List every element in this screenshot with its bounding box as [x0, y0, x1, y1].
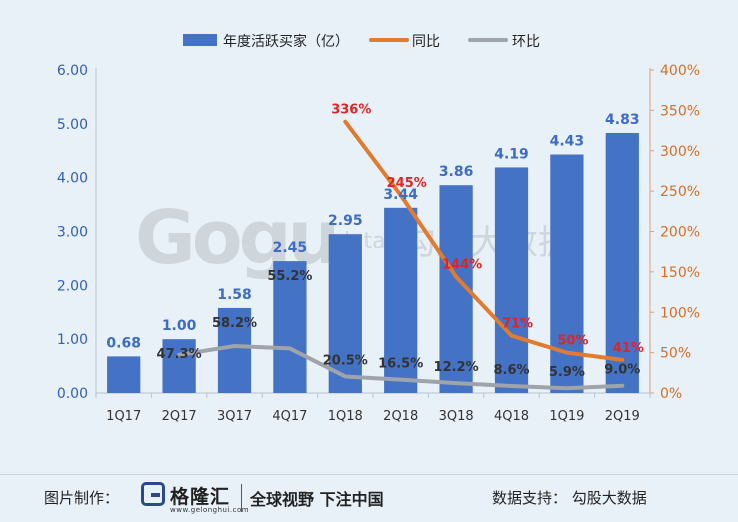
x-tick-label: 1Q18 [328, 409, 363, 424]
y-tick-right: 300% [660, 144, 700, 160]
y-tick-left: 6.00 [57, 63, 88, 79]
y-tick-right: 350% [660, 103, 700, 119]
legend-swatch-bar [183, 34, 217, 46]
x-tick-label: 2Q18 [383, 409, 418, 424]
qoq-value-label: 8.6% [493, 363, 529, 378]
yoy-value-label: 71% [502, 317, 533, 332]
x-tick-label: 3Q18 [439, 409, 474, 424]
y-tick-left: 3.00 [57, 225, 88, 241]
yoy-value-label: 41% [613, 341, 644, 356]
legend-label-qoq: 环比 [512, 34, 540, 50]
bar [495, 167, 528, 393]
gelonghui-logo-icon [141, 482, 165, 506]
y-tick-left: 1.00 [57, 332, 88, 348]
bar-value-label: 0.68 [106, 335, 141, 351]
qoq-value-label: 12.2% [434, 360, 479, 375]
bar-value-label: 1.58 [217, 287, 252, 303]
svg-text:勾股大数据: 勾股大数据 [402, 223, 572, 263]
footer-logo-text: 格隆汇 [170, 482, 230, 509]
bar [550, 155, 583, 393]
y-tick-right: 0% [660, 386, 682, 402]
footer-data-support: 数据支持： 勾股大数据 [492, 487, 647, 508]
footer-slogan: 全球视野 下注中国 [250, 486, 384, 510]
yoy-value-label: 144% [442, 258, 482, 273]
y-tick-right: 50% [660, 346, 691, 362]
x-tick-label: 1Q19 [549, 409, 584, 424]
bar [107, 356, 140, 393]
qoq-value-label: 20.5% [323, 353, 368, 368]
bar-value-label: 1.00 [162, 318, 197, 334]
bar-value-label: 2.45 [273, 240, 308, 256]
y-tick-right: 200% [660, 225, 700, 241]
y-tick-right: 400% [660, 63, 700, 79]
bar-value-label: 4.83 [605, 112, 640, 128]
bar-value-label: 4.19 [494, 146, 529, 162]
footer: 图片制作： 格隆汇 www.gelonghui.com 全球视野 下注中国 数据… [0, 474, 738, 522]
y-tick-right: 100% [660, 305, 700, 321]
y-tick-left: 5.00 [57, 117, 88, 133]
qoq-value-label: 16.5% [378, 357, 423, 372]
y-tick-left: 0.00 [57, 386, 88, 402]
y-tick-right: 250% [660, 184, 700, 200]
x-tick-label: 2Q19 [605, 409, 640, 424]
footer-divider [241, 484, 242, 512]
qoq-value-label: 55.2% [267, 269, 312, 284]
bar-value-label: 3.86 [439, 164, 474, 180]
legend-label-bar: 年度活跃买家（亿） [223, 33, 349, 50]
qoq-value-label: 9.0% [604, 363, 640, 378]
bar-value-label: 4.43 [550, 134, 585, 150]
x-tick-label: 3Q17 [217, 409, 252, 424]
x-tick-label: 4Q17 [272, 409, 307, 424]
y-tick-right: 150% [660, 265, 700, 281]
qoq-value-label: 47.3% [157, 347, 202, 362]
footer-credit: 图片制作： [44, 487, 119, 508]
y-tick-left: 2.00 [57, 278, 88, 294]
x-tick-label: 2Q17 [162, 409, 197, 424]
footer-logo-url: www.gelonghui.com [170, 506, 249, 514]
bar-value-label: 2.95 [328, 213, 363, 229]
yoy-value-label: 50% [557, 334, 588, 349]
qoq-value-label: 58.2% [212, 316, 257, 331]
x-tick-label: 1Q17 [106, 409, 141, 424]
yoy-value-label: 245% [387, 176, 427, 191]
legend-label-yoy: 同比 [412, 34, 440, 50]
qoq-value-label: 5.9% [549, 365, 585, 380]
x-tick-label: 4Q18 [494, 409, 529, 424]
y-tick-left: 4.00 [57, 171, 88, 187]
yoy-value-label: 336% [331, 103, 371, 118]
